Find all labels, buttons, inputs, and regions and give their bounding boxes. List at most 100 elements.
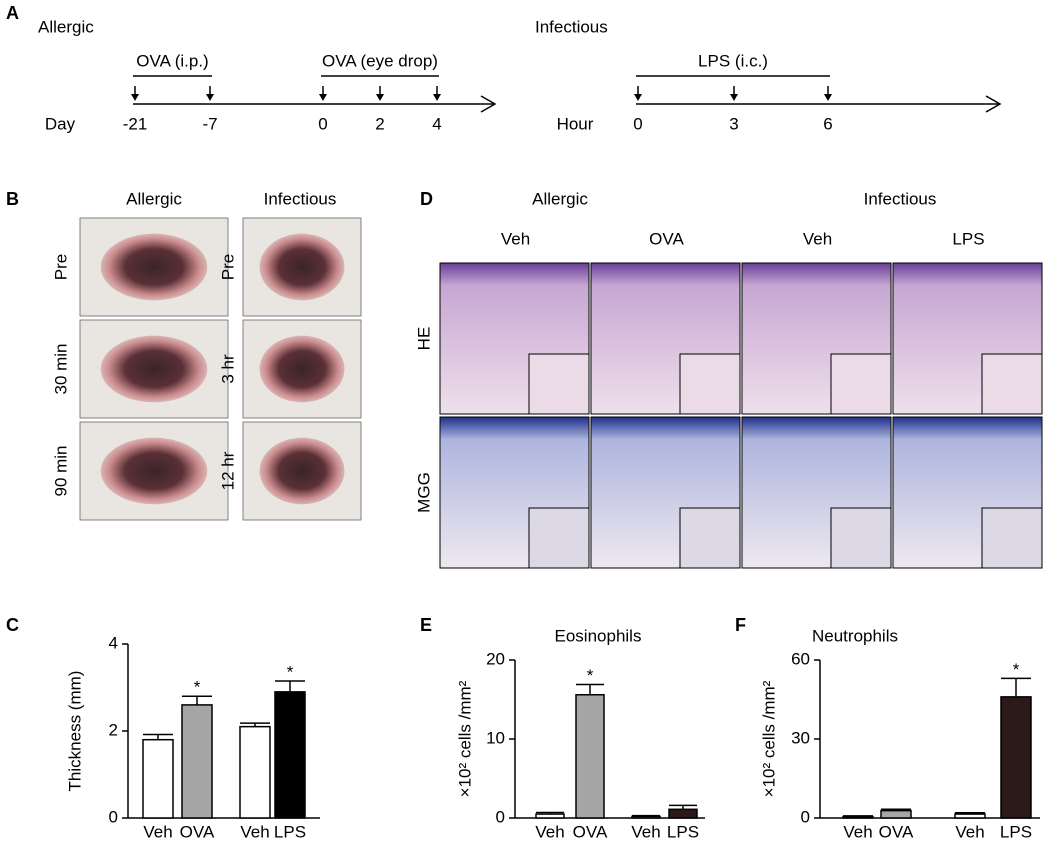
histology-inset bbox=[830, 353, 892, 415]
column-title: Infectious bbox=[264, 189, 337, 208]
x-tick-label: Veh bbox=[631, 822, 660, 841]
row-label: 12 hr bbox=[218, 451, 237, 490]
y-axis-label: ×10² cells /mm² bbox=[759, 680, 778, 797]
panel-label: D bbox=[420, 189, 433, 209]
timeline-title: Allergic bbox=[38, 17, 94, 36]
histology-inset bbox=[981, 353, 1043, 415]
panel-label: C bbox=[6, 615, 19, 635]
timeline-tick: -21 bbox=[123, 114, 148, 133]
bar bbox=[142, 738, 174, 819]
x-tick-label: Veh bbox=[143, 822, 172, 841]
y-tick-label: 0 bbox=[801, 807, 810, 826]
eye bbox=[259, 335, 345, 403]
panel-label: F bbox=[735, 615, 746, 635]
dose-arrow-head bbox=[634, 94, 642, 101]
group-title: Allergic bbox=[532, 189, 588, 208]
timeline-tick: 4 bbox=[432, 114, 441, 133]
eye bbox=[259, 233, 345, 301]
y-tick-label: 10 bbox=[486, 728, 505, 747]
column-title: Veh bbox=[501, 229, 530, 248]
eye bbox=[259, 437, 345, 505]
significance-mark: * bbox=[1013, 660, 1020, 679]
y-tick-label: 2 bbox=[109, 720, 118, 739]
panel-label: B bbox=[6, 189, 19, 209]
timeline-tick: 2 bbox=[375, 114, 384, 133]
row-label: Pre bbox=[218, 254, 237, 280]
column-title: Veh bbox=[803, 229, 832, 248]
timeline-title: Infectious bbox=[535, 17, 608, 36]
significance-mark: * bbox=[287, 662, 294, 681]
x-tick-label: LPS bbox=[667, 822, 699, 841]
panel-label: E bbox=[420, 615, 432, 635]
row-label: MGG bbox=[414, 472, 433, 513]
timeline-tick: -7 bbox=[202, 114, 217, 133]
histology-inset bbox=[528, 507, 590, 569]
bar bbox=[274, 691, 306, 819]
phase-label: OVA (eye drop) bbox=[322, 51, 438, 70]
timeline-unit: Day bbox=[45, 114, 76, 133]
bar bbox=[1000, 696, 1032, 819]
y-tick-label: 30 bbox=[791, 728, 810, 747]
y-tick-label: 0 bbox=[496, 807, 505, 826]
x-tick-label: Veh bbox=[240, 822, 269, 841]
histology-inset bbox=[830, 507, 892, 569]
bar bbox=[668, 808, 698, 819]
x-tick-label: LPS bbox=[1000, 822, 1032, 841]
x-tick-label: OVA bbox=[180, 822, 215, 841]
row-label: 30 min bbox=[51, 343, 70, 394]
row-label: 3 hr bbox=[218, 354, 237, 384]
dose-arrow-head bbox=[433, 94, 441, 101]
histology-inset bbox=[528, 353, 590, 415]
column-title: Allergic bbox=[126, 189, 182, 208]
timeline-tick: 0 bbox=[318, 114, 327, 133]
timeline-unit: Hour bbox=[557, 114, 594, 133]
column-title: LPS bbox=[952, 229, 984, 248]
timeline-tick: 3 bbox=[729, 114, 738, 133]
histology-image bbox=[892, 416, 1043, 569]
group-title: Infectious bbox=[864, 189, 937, 208]
phase-label: OVA (i.p.) bbox=[136, 51, 208, 70]
bar bbox=[575, 694, 605, 819]
x-tick-label: Veh bbox=[955, 822, 984, 841]
y-tick-label: 4 bbox=[109, 633, 118, 652]
significance-mark: * bbox=[587, 666, 594, 685]
arrow-head bbox=[985, 95, 1002, 113]
timeline-tick: 0 bbox=[633, 114, 642, 133]
dose-arrow-head bbox=[824, 94, 832, 101]
x-tick-label: OVA bbox=[879, 822, 914, 841]
y-tick-label: 0 bbox=[109, 807, 118, 826]
dose-arrow-head bbox=[376, 94, 384, 101]
dose-arrow-head bbox=[131, 94, 139, 101]
panel-label: A bbox=[6, 3, 19, 23]
dose-arrow-head bbox=[206, 94, 214, 101]
significance-mark: * bbox=[194, 678, 201, 697]
y-tick-label: 20 bbox=[486, 649, 505, 668]
y-tick-label: 60 bbox=[791, 649, 810, 668]
bar bbox=[880, 809, 912, 819]
x-tick-label: OVA bbox=[573, 822, 608, 841]
arrow-head bbox=[480, 95, 497, 113]
bar bbox=[535, 813, 565, 819]
y-axis-label: Thickness (mm) bbox=[65, 671, 84, 792]
bar bbox=[181, 704, 213, 819]
histology-inset bbox=[981, 507, 1043, 569]
bar bbox=[842, 815, 874, 819]
bar bbox=[239, 725, 271, 819]
dose-arrow-head bbox=[730, 94, 738, 101]
bar bbox=[954, 813, 986, 819]
chart-title: Eosinophils bbox=[555, 626, 642, 645]
eye bbox=[100, 335, 208, 403]
bar bbox=[631, 815, 661, 819]
eye bbox=[100, 233, 208, 301]
histology-inset bbox=[679, 507, 741, 569]
x-tick-label: Veh bbox=[535, 822, 564, 841]
column-title: OVA bbox=[649, 229, 684, 248]
timeline-tick: 6 bbox=[823, 114, 832, 133]
row-label: Pre bbox=[51, 254, 70, 280]
x-tick-label: LPS bbox=[274, 822, 306, 841]
phase-label: LPS (i.c.) bbox=[698, 51, 768, 70]
x-tick-label: Veh bbox=[843, 822, 872, 841]
dose-arrow-head bbox=[319, 94, 327, 101]
eye bbox=[100, 437, 208, 505]
row-label: 90 min bbox=[51, 445, 70, 496]
